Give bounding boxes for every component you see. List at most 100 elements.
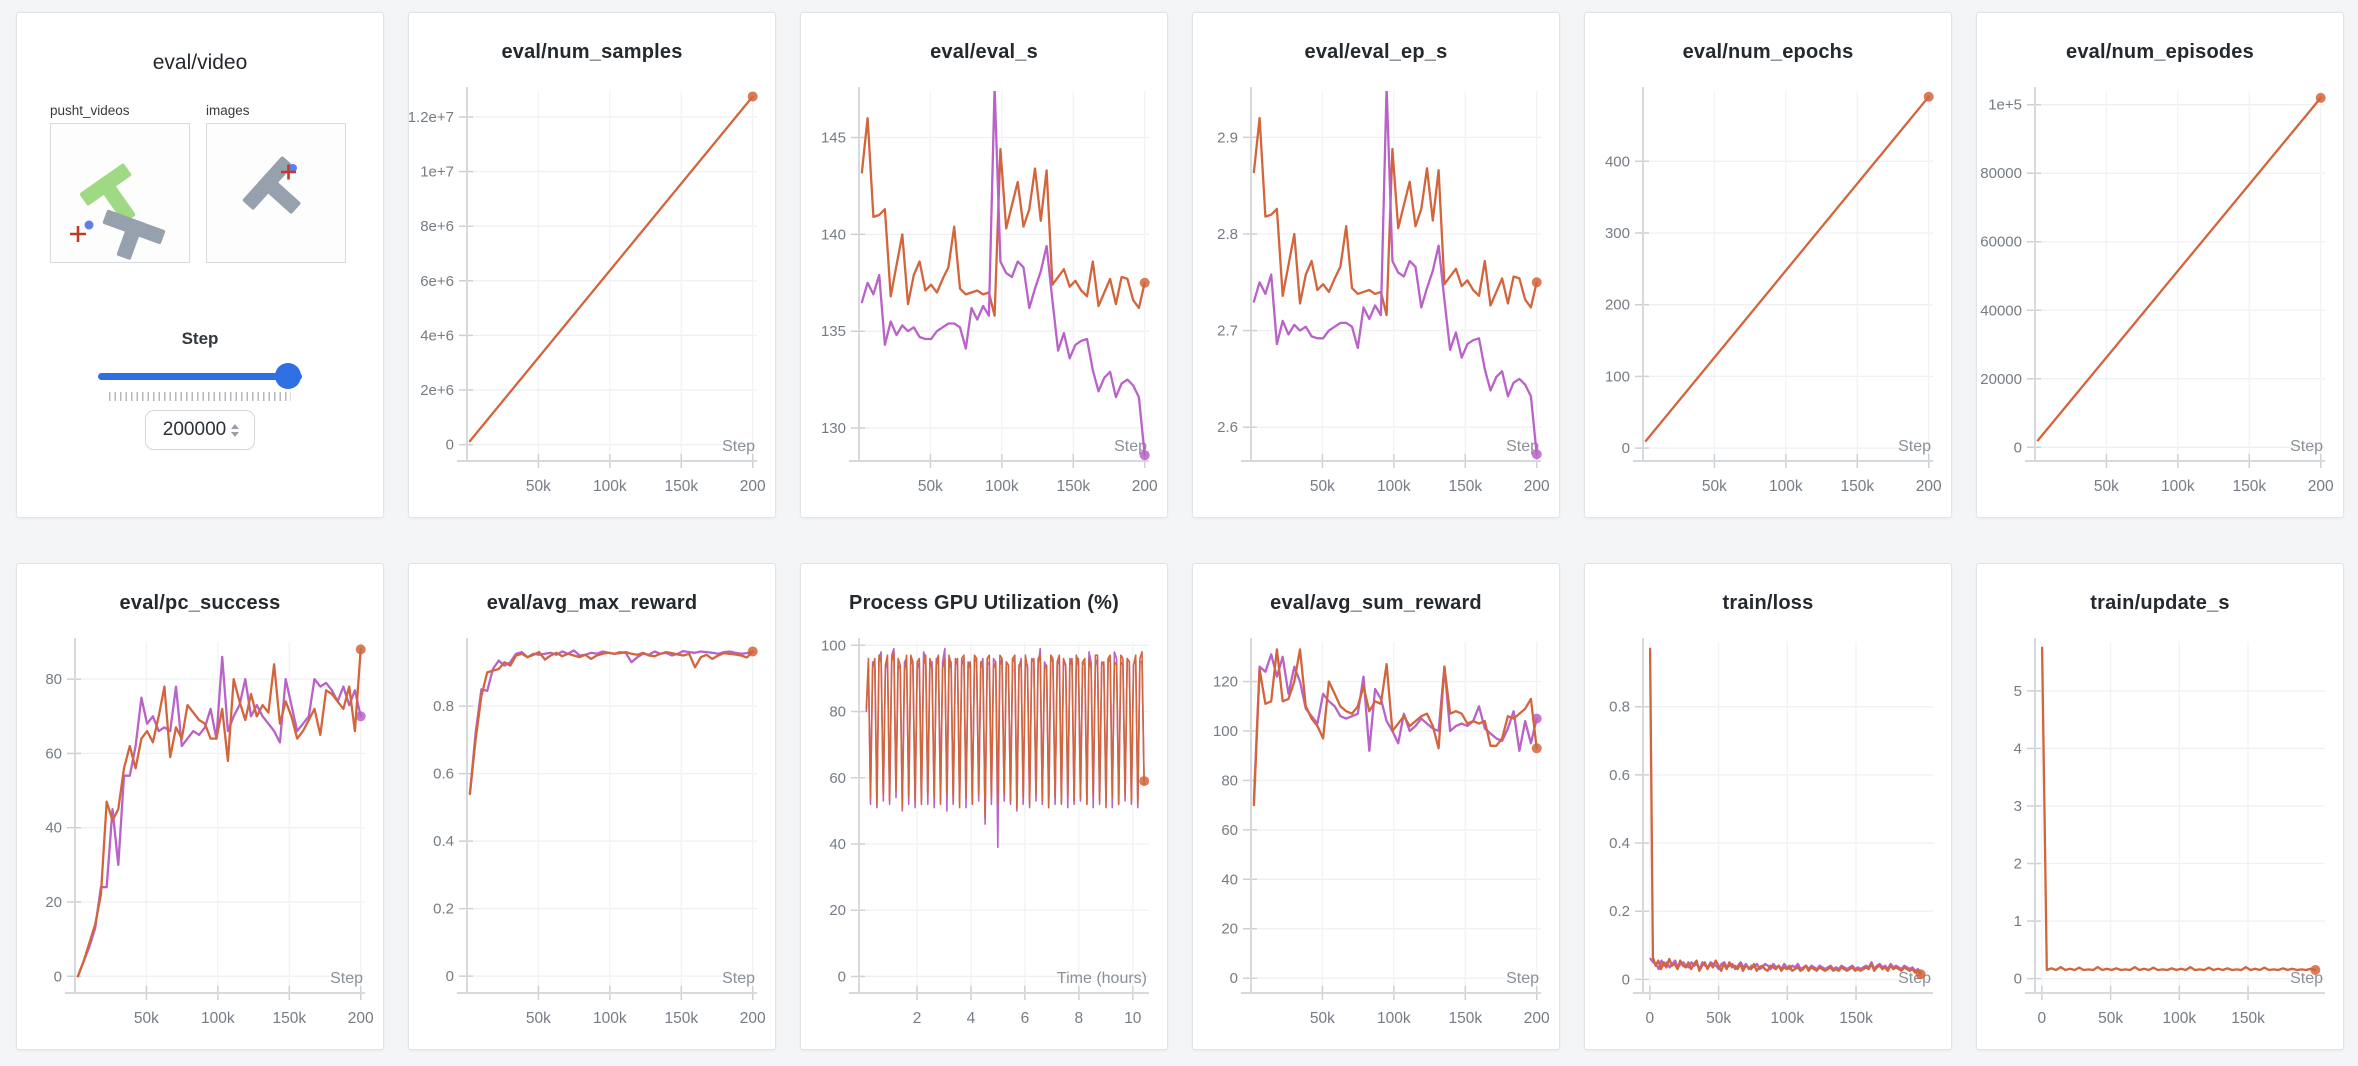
svg-text:2e+6: 2e+6 — [420, 382, 454, 399]
svg-text:0: 0 — [54, 968, 62, 985]
gray-t-shape — [242, 156, 301, 214]
svg-text:200: 200 — [1916, 478, 1942, 495]
panel-eval-num-epochs[interactable]: eval/num_epochs 0 100 200 300 400 50k 100k 150k… — [1584, 12, 1952, 518]
svg-text:0: 0 — [838, 968, 846, 985]
svg-text:100k: 100k — [2161, 478, 2195, 495]
svg-text:150k: 150k — [1448, 478, 1482, 495]
chart-canvas-avg-sum-reward[interactable]: 0 20 40 60 80 100 120 50k 100k 150k 200 Step — [1193, 628, 1559, 1043]
panel-eval-avg-max-reward[interactable]: eval/avg_max_reward 0 0.2 0.4 0.6 0.8 50k 100k… — [408, 563, 776, 1050]
chart-title: eval/avg_max_reward — [486, 592, 698, 614]
media-panel-title: eval/video — [152, 51, 248, 74]
panel-eval-video[interactable]: eval/video pusht_videos — [16, 12, 384, 518]
chart-canvas-eval-s[interactable]: 130 135 140 145 50k 100k 150k 200 Step — [801, 77, 1167, 511]
slider-track[interactable] — [98, 373, 302, 380]
chart-canvas-eval-ep-s[interactable]: 2.6 2.7 2.8 2.9 50k 100k 150k 200 Step — [1193, 77, 1559, 511]
svg-text:2.7: 2.7 — [1217, 323, 1238, 340]
svg-text:Step: Step — [1506, 970, 1539, 987]
svg-text:150k: 150k — [1448, 1010, 1482, 1027]
chart-title: eval/avg_sum_reward — [1270, 592, 1482, 614]
svg-text:2.6: 2.6 — [1217, 419, 1238, 436]
step-input[interactable] — [145, 410, 255, 450]
svg-text:100k: 100k — [201, 1010, 235, 1027]
panel-eval-avg-sum-reward[interactable]: eval/avg_sum_reward 0 20 40 60 80 100 120 50k 10… — [1192, 563, 1560, 1050]
step-slider[interactable] — [98, 363, 302, 389]
svg-text:100: 100 — [821, 637, 846, 654]
chart-canvas-pc-success[interactable]: 0 20 40 60 80 50k 100k 150k 200 Step — [17, 628, 383, 1043]
slider-thumb[interactable] — [274, 363, 301, 389]
svg-text:0: 0 — [2014, 971, 2022, 988]
chart-canvas-num-episodes[interactable]: 0 20000 40000 60000 80000 1e+5 50k 100k 150k 200 S… — [1977, 77, 2343, 511]
chart-title: train/update_s — [2090, 592, 2230, 614]
svg-text:Step: Step — [722, 970, 755, 987]
svg-text:50k: 50k — [1706, 1010, 1731, 1027]
svg-text:1: 1 — [2014, 913, 2022, 930]
svg-text:50k: 50k — [1310, 1010, 1335, 1027]
svg-text:200: 200 — [348, 1010, 374, 1027]
svg-text:60000: 60000 — [1980, 234, 2022, 251]
svg-text:4: 4 — [2014, 740, 2022, 757]
media-item-pusht-videos: pusht_videos — [50, 103, 190, 263]
step-value-input[interactable] — [161, 419, 228, 441]
panel-eval-eval-ep-s[interactable]: eval/eval_ep_s 2.6 2.7 2.8 2.9 50k 100k 150k 20… — [1192, 12, 1560, 518]
line-chart-svg: 130 135 140 145 50k 100k 150k 200 Step — [821, 87, 1158, 495]
panel-eval-eval-s[interactable]: eval/eval_s 130 135 140 145 50k 100k 150k 200 St… — [800, 12, 1168, 518]
panel-train-update-s[interactable]: train/update_s 0 1 2 3 4 5 0 50k 100k 150k Step — [1976, 563, 2344, 1050]
svg-text:50k: 50k — [918, 478, 943, 495]
svg-text:200: 200 — [740, 1010, 766, 1027]
svg-text:150k: 150k — [2232, 478, 2266, 495]
svg-text:1e+7: 1e+7 — [420, 164, 454, 181]
chart-canvas-num-epochs[interactable]: 0 100 200 300 400 50k 100k 150k 200 Step — [1585, 77, 1951, 511]
svg-text:200: 200 — [740, 478, 766, 495]
svg-text:0: 0 — [1646, 1010, 1655, 1027]
panel-train-loss[interactable]: train/loss 0 0.2 0.4 0.6 0.8 0 50k 100k 150k Step — [1584, 563, 1952, 1050]
svg-text:Step: Step — [1114, 438, 1147, 455]
stepper-down-icon[interactable] — [230, 431, 239, 437]
panel-eval-num-samples[interactable]: eval/num_samples 0 2e+6 4e+6 6e+6 8e+6 1e+7 1.… — [408, 12, 776, 518]
svg-text:50k: 50k — [134, 1010, 159, 1027]
chart-canvas-gpu-utilization[interactable]: 0 20 40 60 80 100 2 4 6 8 10 Time (hours) — [801, 628, 1167, 1043]
svg-text:80000: 80000 — [1980, 165, 2022, 182]
panel-eval-num-episodes[interactable]: eval/num_episodes 0 20000 40000 60000 80000 1… — [1976, 12, 2344, 518]
gray-t-shape — [102, 209, 166, 260]
chart-title: eval/num_samples — [501, 41, 683, 63]
svg-text:0.8: 0.8 — [433, 698, 454, 715]
svg-text:120: 120 — [1213, 674, 1238, 691]
svg-text:80: 80 — [45, 671, 62, 688]
svg-text:8e+6: 8e+6 — [420, 218, 454, 235]
svg-text:150k: 150k — [664, 1010, 698, 1027]
svg-text:4: 4 — [967, 1010, 976, 1027]
svg-text:60: 60 — [829, 770, 846, 787]
svg-text:200: 200 — [2308, 478, 2334, 495]
stepper-up-icon[interactable] — [230, 423, 239, 429]
svg-text:135: 135 — [821, 323, 846, 340]
svg-text:50k: 50k — [2094, 478, 2119, 495]
svg-text:100k: 100k — [593, 1010, 627, 1027]
svg-text:10: 10 — [1124, 1010, 1142, 1027]
chart-canvas-avg-max-reward[interactable]: 0 0.2 0.4 0.6 0.8 50k 100k 150k 200 Step — [409, 628, 775, 1043]
line-chart-svg: 0 100 200 300 400 50k 100k 150k 200 Step — [1605, 87, 1942, 495]
svg-text:Step: Step — [1506, 438, 1539, 455]
chart-canvas-train-update-s[interactable]: 0 1 2 3 4 5 0 50k 100k 150k Step — [1977, 628, 2343, 1043]
svg-text:Time (hours): Time (hours) — [1057, 970, 1147, 987]
images-thumbnail[interactable] — [206, 123, 346, 263]
svg-text:150k: 150k — [1056, 478, 1090, 495]
panel-eval-pc-success[interactable]: eval/pc_success 0 20 40 60 80 50k 100k 150k 200 S… — [16, 563, 384, 1050]
svg-text:50k: 50k — [2098, 1010, 2123, 1027]
svg-text:8: 8 — [1075, 1010, 1084, 1027]
svg-text:60: 60 — [45, 745, 62, 762]
chart-title: Process GPU Utilization (%) — [849, 592, 1119, 614]
panel-process-gpu-utilization[interactable]: Process GPU Utilization (%) 0 20 40 60 80 100… — [800, 563, 1168, 1050]
svg-text:150k: 150k — [664, 478, 698, 495]
svg-text:140: 140 — [821, 226, 846, 243]
svg-text:Step: Step — [1898, 438, 1931, 455]
chart-canvas-num-samples[interactable]: 0 2e+6 4e+6 6e+6 8e+6 1e+7 1.2e+7 50k 100k 150k 20… — [409, 77, 775, 511]
svg-text:0.8: 0.8 — [1609, 699, 1630, 716]
stepper-arrows[interactable] — [230, 423, 239, 437]
svg-text:1e+5: 1e+5 — [1988, 97, 2022, 114]
svg-text:0: 0 — [1622, 971, 1630, 988]
pusht-video-thumbnail[interactable] — [50, 123, 190, 263]
chart-canvas-train-loss[interactable]: 0 0.2 0.4 0.6 0.8 0 50k 100k 150k Step — [1585, 628, 1951, 1043]
svg-text:200: 200 — [1132, 478, 1158, 495]
